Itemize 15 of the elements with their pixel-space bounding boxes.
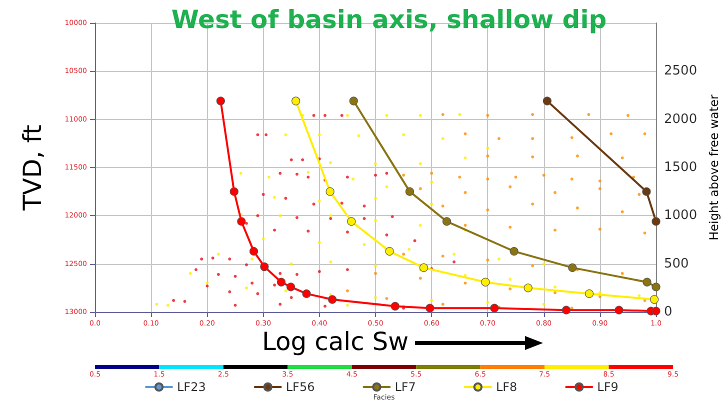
legend-label: LF23: [177, 380, 206, 394]
y2-tick-label: 1000: [664, 208, 698, 224]
y2-tick-label: 500: [664, 256, 689, 272]
legend-label: LF7: [394, 380, 416, 394]
y2-axis-title: Height above free water: [707, 94, 721, 240]
legend-label: LF9: [597, 380, 618, 394]
y2-tick-label: 2500: [664, 64, 698, 79]
y2-tick-label: 0: [664, 304, 672, 320]
y2-tick-label: 2000: [664, 112, 698, 127]
y2-tick-label: 1500: [664, 160, 698, 175]
legend-label: LF56: [286, 380, 315, 394]
y-axis-title: TVD, ft: [18, 124, 47, 212]
x-axis-title: Log calc Sw: [262, 327, 409, 356]
chart-title: West of basin axis, shallow dip: [171, 5, 607, 34]
legend-label: LF8: [496, 380, 518, 394]
